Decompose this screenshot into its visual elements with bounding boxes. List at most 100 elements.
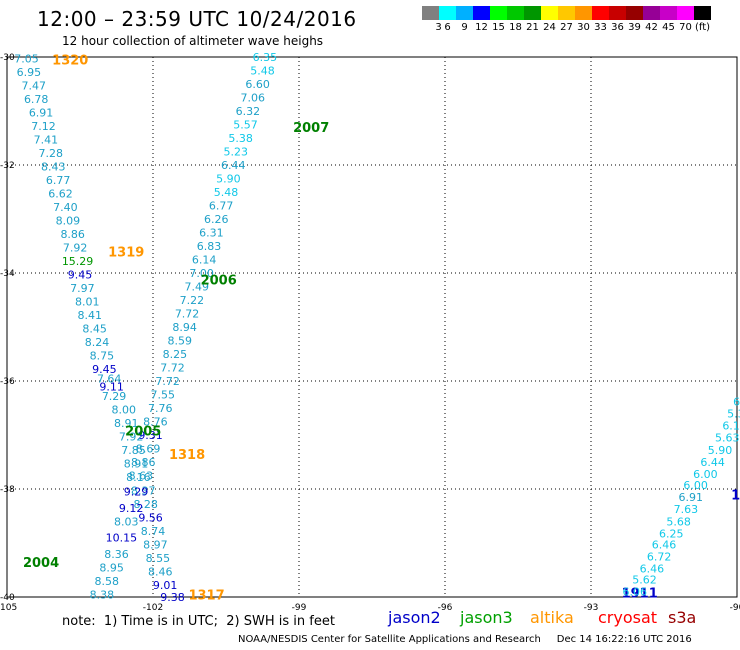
swh-value: 9.01: [153, 579, 178, 592]
swh-value: 5.90: [708, 444, 733, 457]
swh-value: 7.41: [34, 134, 59, 147]
track-time-label: 2004: [23, 556, 59, 571]
swh-value: 8.24: [85, 336, 110, 349]
swh-value: 5.38: [228, 132, 253, 145]
lon-tick-label: -105: [0, 603, 17, 613]
swh-value: 8.25: [163, 348, 188, 361]
lon-tick-label: -102: [143, 603, 163, 613]
legend-label: 70: [679, 22, 692, 33]
legend-label: 27: [560, 22, 573, 33]
legend-swatch: [677, 6, 694, 20]
swh-value: 6.78: [24, 93, 49, 106]
swh-value: 5.90: [216, 173, 241, 186]
lon-tick-label: -93: [584, 603, 599, 613]
legend-label: (ft): [694, 22, 711, 33]
legend-label: 3: [435, 22, 442, 33]
footer-note: note: 1) Time is in UTC; 2) SWH is in fe…: [62, 614, 335, 629]
swh-value: 6.95: [17, 66, 42, 79]
swh-value: 6.14: [722, 419, 740, 432]
track-time-label: 1317: [188, 588, 224, 603]
legend-label: 30: [577, 22, 590, 33]
swh-value: 5.57: [233, 119, 258, 132]
swh-value: 6.31: [199, 227, 224, 240]
swh-value: 8.59: [168, 335, 193, 348]
swh-value: 8.09: [56, 215, 81, 228]
legend-swatch: [643, 6, 660, 20]
legend-label: 36: [611, 22, 624, 33]
swh-value: 8.01: [75, 296, 100, 309]
swh-value: 9.38: [160, 591, 185, 604]
swh-value: 8.95: [99, 561, 124, 574]
lon-tick-label: -90: [730, 603, 740, 613]
swh-value: 8.38: [90, 588, 115, 601]
legend-swatch: [456, 6, 473, 20]
legend-label: 45: [662, 22, 675, 33]
legend-swatch: [558, 6, 575, 20]
legend-label: 33: [594, 22, 607, 33]
track-time-label: 2007: [293, 121, 329, 136]
lat-tick-label: -34: [0, 269, 15, 279]
swh-value: 7.97: [70, 282, 95, 295]
swh-value: 6.1: [733, 396, 740, 409]
swh-value: 8.91: [124, 458, 149, 471]
legend-swatch: [439, 6, 456, 20]
swh-value: 6.91: [679, 491, 704, 504]
swh-value: 8.46: [148, 566, 173, 579]
swh-value: 7.06: [241, 92, 266, 105]
legend-swatch: [490, 6, 507, 20]
swh-value: 9.45: [68, 269, 93, 282]
swh-value: 9.11: [99, 380, 124, 393]
swh-value: 5.63: [715, 432, 740, 445]
satellite-cryosat: cryosat: [598, 608, 658, 627]
swh-value: 5.62: [632, 574, 657, 587]
swh-value: 9.29: [124, 486, 149, 499]
swh-value: 8.37: [131, 485, 156, 498]
swh-value: 7.00: [189, 267, 214, 280]
swh-value: 7.72: [155, 375, 180, 388]
satellite-s3a: s3a: [668, 608, 697, 627]
swh-value: 6.06: [623, 586, 648, 599]
swh-value: 6.00: [693, 468, 718, 481]
track-time-label: 1913: [731, 488, 740, 503]
legend-label: 42: [645, 22, 658, 33]
swh-value: 9.31: [138, 429, 163, 442]
track-time-label: 1320: [52, 54, 88, 69]
track-time-label: 2006: [201, 273, 237, 288]
swh-value: 7.72: [160, 362, 185, 375]
swh-value: 9.12: [119, 502, 144, 515]
swh-value: 7.40: [53, 201, 78, 214]
legend-label: 24: [543, 22, 556, 33]
legend-swatch: [473, 6, 490, 20]
swh-value: 7.22: [180, 294, 205, 307]
swh-value: 8.94: [172, 321, 197, 334]
swh-value: 5.32: [727, 407, 740, 420]
legend-label: 18: [509, 22, 522, 33]
swh-value: 8.63: [129, 470, 154, 483]
swh-value: 5.68: [666, 515, 691, 528]
swh-value: 7.55: [150, 389, 175, 402]
lon-tick-label: -99: [292, 603, 307, 613]
swh-value: 6.44: [221, 159, 246, 172]
legend-swatch: [524, 6, 541, 20]
swh-value: 15.29: [62, 255, 94, 268]
swh-value: 7.76: [148, 402, 173, 415]
swh-value: 6.91: [29, 107, 54, 120]
swh-value: 8.91: [114, 417, 139, 430]
legend-label: 9: [461, 22, 468, 33]
map-frame: [6, 56, 738, 598]
lat-tick-label: -30: [0, 53, 15, 63]
swh-value: 8.74: [141, 525, 166, 538]
swh-value: 7.92: [63, 242, 88, 255]
swh-value: 7.92: [119, 431, 144, 444]
swh-value: 8.75: [90, 350, 115, 363]
legend-swatch: [609, 6, 626, 20]
swh-value: 6.14: [192, 254, 217, 267]
legend-swatch: [626, 6, 643, 20]
legend-swatch: [422, 6, 439, 20]
swh-value: 7.64: [97, 372, 122, 385]
legend-label: 15: [492, 22, 505, 33]
swh-value: 6.35: [253, 51, 278, 64]
legend-label: 39: [628, 22, 641, 33]
page-title: 12:00 – 23:59 UTC 10/24/2016: [37, 7, 357, 31]
